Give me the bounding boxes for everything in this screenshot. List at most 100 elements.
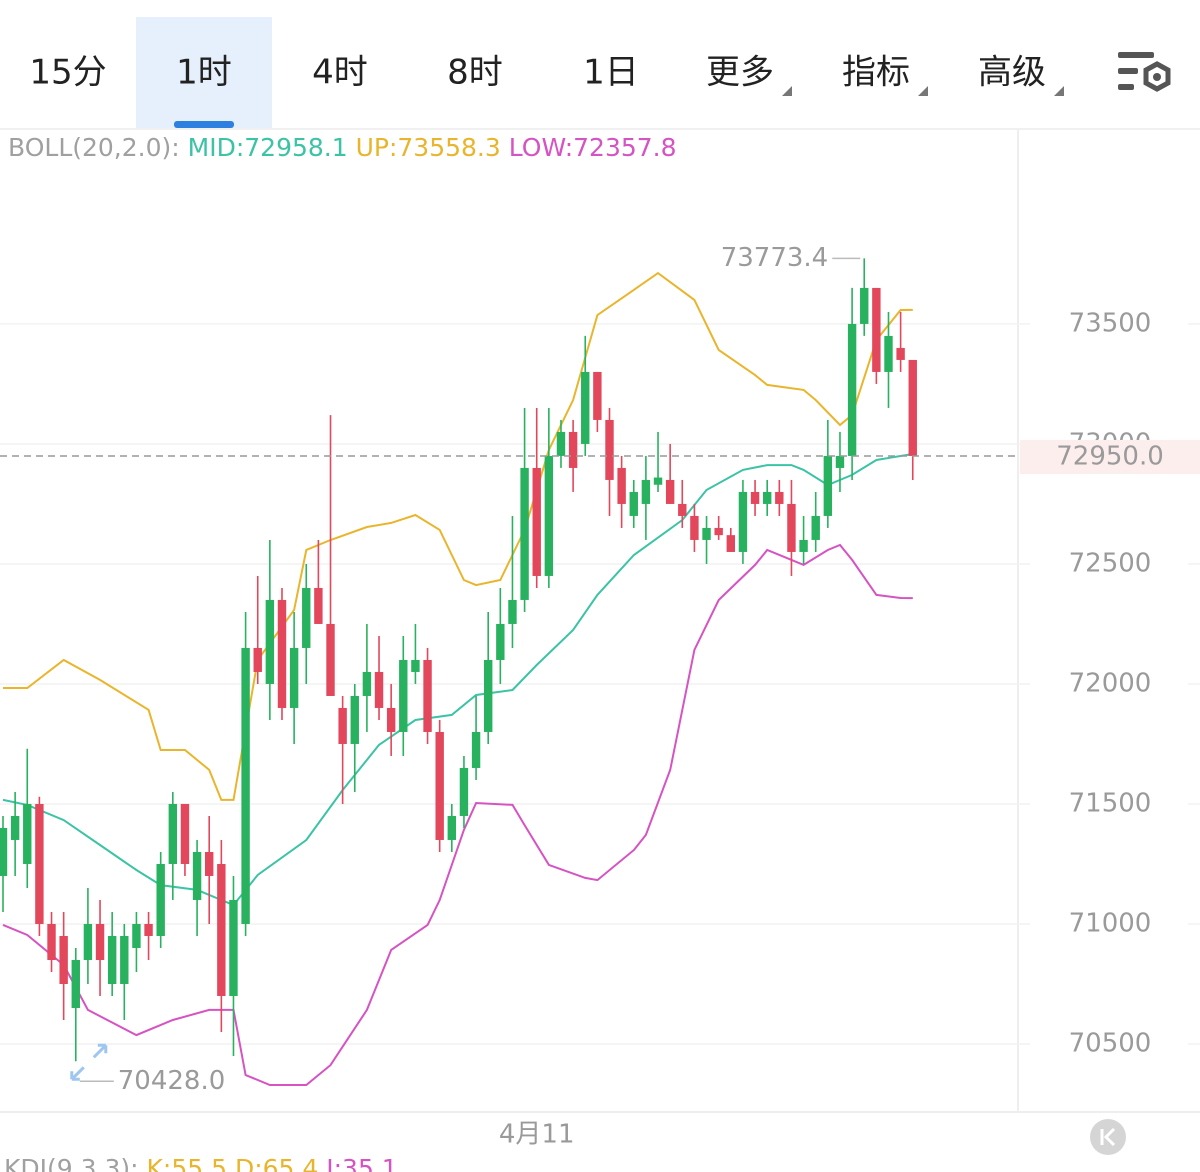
candle-body	[241, 647, 250, 924]
y-tick-label: 72000	[1069, 668, 1152, 698]
candle-body	[532, 467, 541, 576]
candle-body	[59, 935, 68, 984]
candle-body	[83, 923, 93, 960]
legend-mid: MID:72958.1	[188, 133, 348, 162]
candle-body	[908, 359, 917, 456]
candle-body	[678, 503, 687, 516]
menu[interactable]: 更多	[706, 53, 774, 93]
tab[interactable]: 4时	[312, 53, 368, 93]
candle-body	[253, 647, 262, 672]
candle-body	[811, 515, 820, 540]
candle-body	[556, 431, 566, 456]
candle-body	[277, 599, 287, 708]
candle-body	[762, 491, 772, 504]
candle-body	[47, 923, 56, 960]
plot: 705007100071500720007250073000735004月117…	[0, 243, 1200, 1150]
candle-body	[205, 851, 214, 876]
candle-body	[653, 477, 663, 485]
candle-body	[168, 803, 178, 864]
icon-bar	[1118, 52, 1154, 58]
candle-body	[471, 731, 481, 768]
candle-body	[180, 803, 190, 864]
candle-body	[326, 623, 335, 696]
footer-title: KDJ(9,3,3):	[4, 1154, 139, 1172]
candle-body	[302, 587, 311, 648]
candle-body	[714, 527, 723, 536]
reset-glyph	[1100, 1127, 1116, 1147]
menu-caret	[782, 86, 792, 96]
candle-body	[447, 815, 457, 840]
x-tick-label: 4月11	[499, 1120, 575, 1150]
candle-body	[726, 535, 735, 552]
boll-line	[3, 271, 913, 801]
tab[interactable]: 1日	[583, 53, 639, 93]
candle-body	[71, 959, 80, 1008]
candle-body	[738, 491, 748, 552]
y-tick-label: 70500	[1069, 1028, 1152, 1058]
icon-gear	[1143, 61, 1171, 92]
menu-caret	[1054, 86, 1064, 96]
reset-button[interactable]	[1090, 1119, 1126, 1155]
candle-body	[411, 659, 420, 672]
candle-body	[374, 671, 384, 708]
candle-body	[690, 515, 699, 540]
candle-body	[629, 491, 638, 516]
candle-body	[338, 707, 347, 744]
menu[interactable]: 指标	[842, 53, 910, 93]
footer-legend: KDJ(9,3,3): K:55.5 D:65.4 J:35.1	[4, 1154, 398, 1172]
legend-up: UP:73558.3	[356, 133, 501, 162]
expand-icon	[70, 1043, 108, 1081]
candle-body	[496, 623, 505, 660]
candle-body	[10, 815, 20, 840]
settings-icon[interactable]	[1118, 52, 1171, 92]
tab[interactable]: 8时	[447, 53, 503, 93]
candle-body	[107, 935, 117, 984]
candle-body	[386, 707, 396, 732]
annotation-label: 73773.4	[721, 243, 829, 273]
last-price-label: 72950.0	[1056, 441, 1164, 471]
icon-bar	[1118, 84, 1134, 90]
candle-body	[217, 863, 226, 996]
candle-body	[835, 455, 845, 468]
candle-body	[289, 647, 299, 708]
candle-body	[399, 659, 408, 732]
menu[interactable]: 高级	[978, 53, 1046, 93]
candle-body	[435, 731, 444, 840]
legend-low: LOW:72357.8	[509, 133, 677, 162]
legend-title: BOLL(20,2.0):	[8, 133, 180, 162]
y-tick-label: 71500	[1069, 788, 1152, 818]
candle-body	[823, 455, 833, 516]
tab[interactable]: 1时	[176, 53, 232, 93]
candle-body	[120, 935, 129, 984]
candle-body	[896, 347, 905, 360]
candle-body	[23, 803, 32, 864]
candle-body	[568, 431, 578, 468]
candle-body	[362, 671, 372, 696]
candle-body	[229, 899, 238, 996]
candle-body	[35, 803, 44, 924]
candle-body	[665, 479, 675, 504]
candle-body	[484, 659, 493, 732]
candle-body	[459, 767, 469, 816]
candle-body	[508, 599, 517, 624]
candle-body	[520, 467, 529, 600]
candle-body	[787, 503, 796, 552]
candle-body	[617, 467, 626, 504]
candle-body	[314, 587, 323, 624]
candle-body	[156, 863, 165, 936]
tab[interactable]: 15分	[29, 53, 106, 93]
candle-body	[0, 827, 8, 876]
candle-body	[860, 287, 869, 324]
candle-body	[884, 335, 893, 372]
candle-body	[641, 479, 651, 504]
last-price-box	[1020, 439, 1200, 474]
menu-caret	[918, 86, 928, 96]
candle-body	[132, 923, 141, 948]
candle-body	[423, 659, 432, 732]
candle-body	[144, 923, 153, 936]
candle-body	[581, 371, 590, 444]
candle-body	[350, 695, 359, 744]
footer-j: J:35.1	[324, 1154, 397, 1172]
